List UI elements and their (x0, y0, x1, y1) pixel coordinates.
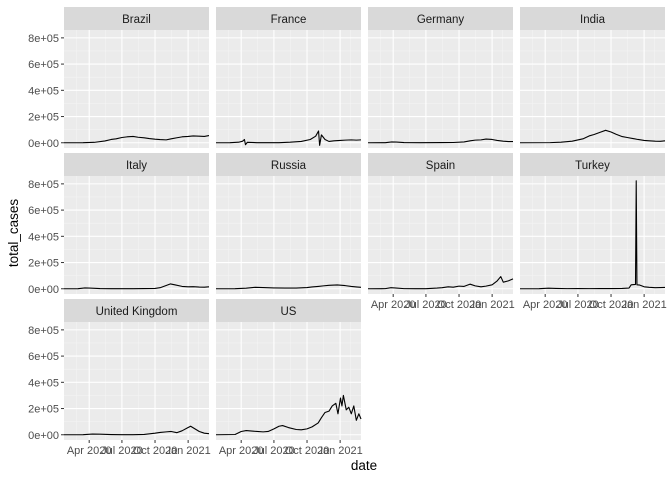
x-tick-label: Jul 2020 (557, 299, 599, 311)
facet-panel: India (519, 7, 666, 148)
series-line (63, 283, 210, 290)
series-line (519, 180, 666, 290)
x-tick-label: Jul 2020 (405, 299, 447, 311)
x-tick-label: Oct 2020 (133, 445, 178, 457)
y-tick-label: 8e+05 (28, 179, 59, 191)
facet-strip (64, 299, 209, 322)
facet-label: Italy (126, 160, 147, 172)
y-tick-label: 6e+05 (28, 59, 59, 71)
panel-background (64, 322, 209, 440)
panel-background (64, 176, 209, 294)
x-tick-label: Jan 2021 (317, 445, 362, 457)
x-tick-label: Jan 2021 (165, 445, 210, 457)
y-tick-label: 0e+00 (28, 138, 59, 150)
facet-strip (64, 7, 209, 30)
x-tick-label: Oct 2020 (589, 299, 634, 311)
y-tick-label: 0e+00 (28, 430, 59, 442)
x-tick-label: Jan 2021 (469, 299, 514, 311)
series-line (367, 138, 513, 144)
series-line (215, 284, 362, 290)
facet-strip (216, 7, 361, 30)
facet-strip (368, 7, 513, 30)
y-tick-label: 4e+05 (28, 85, 59, 97)
x-tick-label: Jan 2021 (621, 299, 666, 311)
facet-strip (368, 153, 513, 176)
facet-label: Germany (417, 14, 465, 26)
y-tick-label: 4e+05 (28, 377, 59, 389)
y-tick-label: 6e+05 (28, 351, 59, 363)
facet-label: Russia (271, 160, 307, 172)
y-tick-label: 8e+05 (28, 325, 59, 337)
series-line (63, 425, 210, 436)
facet-strip (520, 153, 665, 176)
panel-background (64, 30, 209, 148)
panel-background (520, 30, 665, 148)
y-tick-label: 2e+05 (28, 258, 59, 270)
facet-panel: Italy 0e+00 2e+05 4e+05 6e+05 8e+05 (28, 153, 210, 296)
facet-label: Spain (426, 160, 455, 172)
facet-strip (216, 153, 361, 176)
x-tick-label: Jul 2020 (101, 445, 143, 457)
facet-panel: United Kingdom 0e+00 2e+05 4e+05 6e+05 8e+05 A… (28, 299, 211, 457)
series-line (215, 394, 362, 436)
facet-label: France (271, 14, 307, 26)
x-tick-label: Apr 2020 (523, 299, 568, 311)
panel-background (216, 176, 361, 294)
x-tick-label: Oct 2020 (285, 445, 330, 457)
facet-label: India (580, 14, 606, 26)
facet-panel: Germany (367, 7, 513, 148)
y-tick-label: 6e+05 (28, 205, 59, 217)
facet-panel: Brazil 0e+00 2e+05 4e+05 6e+05 8e+05 (28, 7, 210, 150)
y-tick-label: 0e+00 (28, 284, 59, 296)
x-tick-label: Jul 2020 (253, 445, 295, 457)
facet-label: United Kingdom (96, 306, 178, 318)
series-line (519, 129, 666, 144)
panel-background (520, 176, 665, 294)
y-tick-label: 8e+05 (28, 33, 59, 45)
x-tick-label: Oct 2020 (437, 299, 482, 311)
series-line (63, 135, 210, 144)
y-tick-label: 2e+05 (28, 112, 59, 124)
facet-label: Brazil (122, 14, 151, 26)
x-tick-label: Apr 2020 (67, 445, 112, 457)
facet-panel: France (215, 7, 362, 148)
x-tick-label: Apr 2020 (219, 445, 264, 457)
y-axis-title: total_cases (6, 199, 21, 268)
panel-background (216, 322, 361, 440)
y-tick-label: 4e+05 (28, 231, 59, 243)
facet-label: Turkey (575, 160, 610, 172)
facet-strip (520, 7, 665, 30)
panel-background (368, 30, 513, 148)
series-line (215, 130, 362, 146)
facet-strip (64, 153, 209, 176)
facet-strip (216, 299, 361, 322)
y-tick-label: 2e+05 (28, 404, 59, 416)
panel-background (216, 30, 361, 148)
facets-layer: Brazil 0e+00 2e+05 4e+05 6e+05 8e+05 France Ger… (28, 7, 667, 457)
facet-panel: Russia (215, 153, 362, 294)
x-axis-title: date (351, 458, 377, 473)
series-line (367, 276, 514, 290)
panel-background (368, 176, 513, 294)
facet-label: US (281, 306, 297, 318)
x-tick-label: Apr 2020 (371, 299, 416, 311)
